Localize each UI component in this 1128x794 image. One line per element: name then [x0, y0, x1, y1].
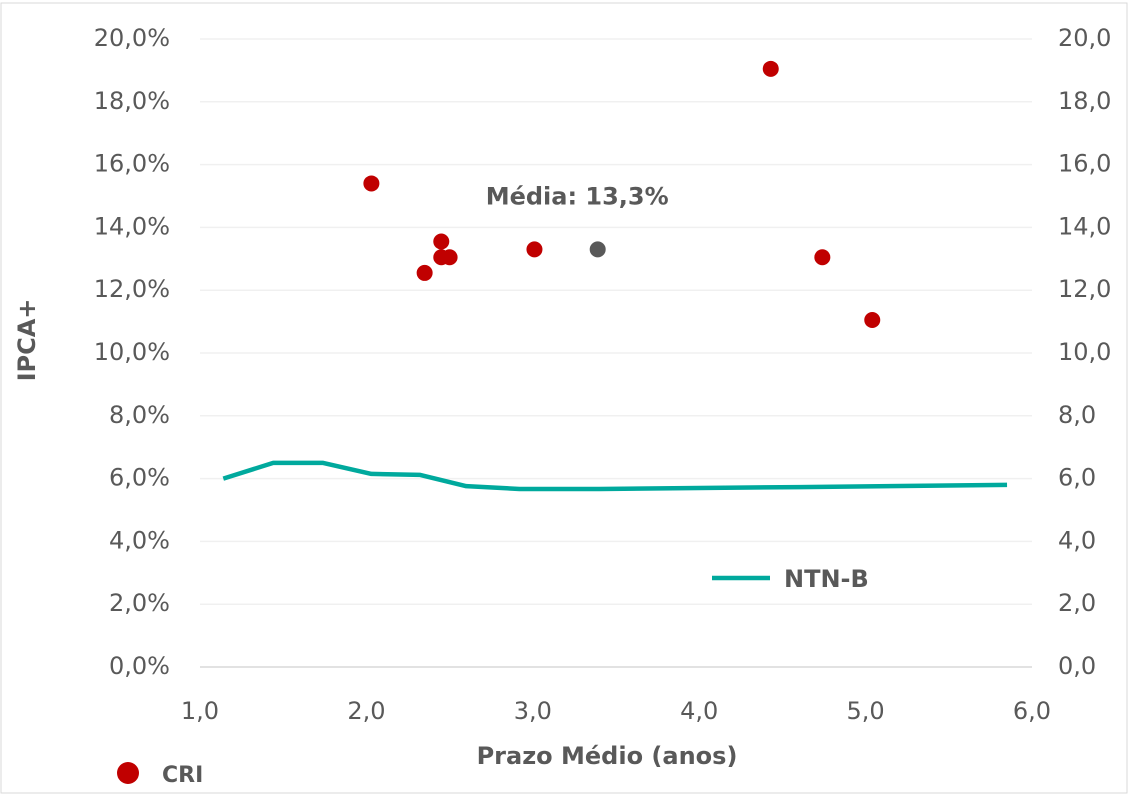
x-tick-label: 6,0: [1013, 697, 1051, 725]
point: [526, 241, 543, 258]
y2-tick-label: 14,0: [1058, 212, 1111, 240]
y2-tick-label: 10,0: [1058, 338, 1111, 366]
y2-tick-label: 8,0: [1058, 401, 1096, 429]
y-tick-label: 10,0%: [94, 338, 170, 366]
point: [441, 249, 458, 266]
y2-tick-label: 6,0: [1058, 464, 1096, 492]
x-tick-label: 4,0: [680, 697, 718, 725]
y-tick-label: 14,0%: [94, 212, 170, 240]
mean-point: [589, 241, 606, 258]
annotation: Média: 13,3%: [486, 182, 669, 210]
y2-tick-label: 20,0: [1058, 24, 1111, 52]
y-tick-label: 6,0%: [109, 464, 170, 492]
y-tick-label: 18,0%: [94, 87, 170, 115]
point: [433, 233, 450, 250]
x-tick-label: 3,0: [514, 697, 552, 725]
y2-tick-label: 12,0: [1058, 275, 1111, 303]
x-tick-label: 1,0: [181, 697, 219, 725]
y2-tick-label: 4,0: [1058, 526, 1096, 554]
y2-tick-label: 18,0: [1058, 87, 1111, 115]
y2-tick-label: 0,0: [1058, 652, 1096, 680]
y2-tick-label: 2,0: [1058, 589, 1096, 617]
line: [222, 460, 1008, 492]
y2-tick-label: 16,0: [1058, 150, 1111, 178]
point: [762, 60, 779, 77]
y-tick-label: 8,0%: [109, 401, 170, 429]
point: [416, 264, 433, 281]
y-tick-label: 20,0%: [94, 24, 170, 52]
y-tick-label: 4,0%: [109, 526, 170, 554]
x-axis-label: Prazo Médio (anos): [477, 742, 738, 770]
point: [363, 175, 380, 192]
legend-label: CRI: [162, 763, 203, 788]
point: [814, 249, 831, 266]
y-tick-label: 16,0%: [94, 150, 170, 178]
y-axis-label: IPCA+: [13, 299, 41, 382]
x-tick-label: 2,0: [347, 697, 385, 725]
x-tick-label: 5,0: [847, 697, 885, 725]
y-tick-label: 0,0%: [109, 652, 170, 680]
legend-label: NTN-B: [784, 565, 869, 593]
point: [864, 312, 881, 329]
legend-swatch: [117, 762, 139, 784]
y-tick-label: 12,0%: [94, 275, 170, 303]
y-tick-label: 2,0%: [109, 589, 170, 617]
